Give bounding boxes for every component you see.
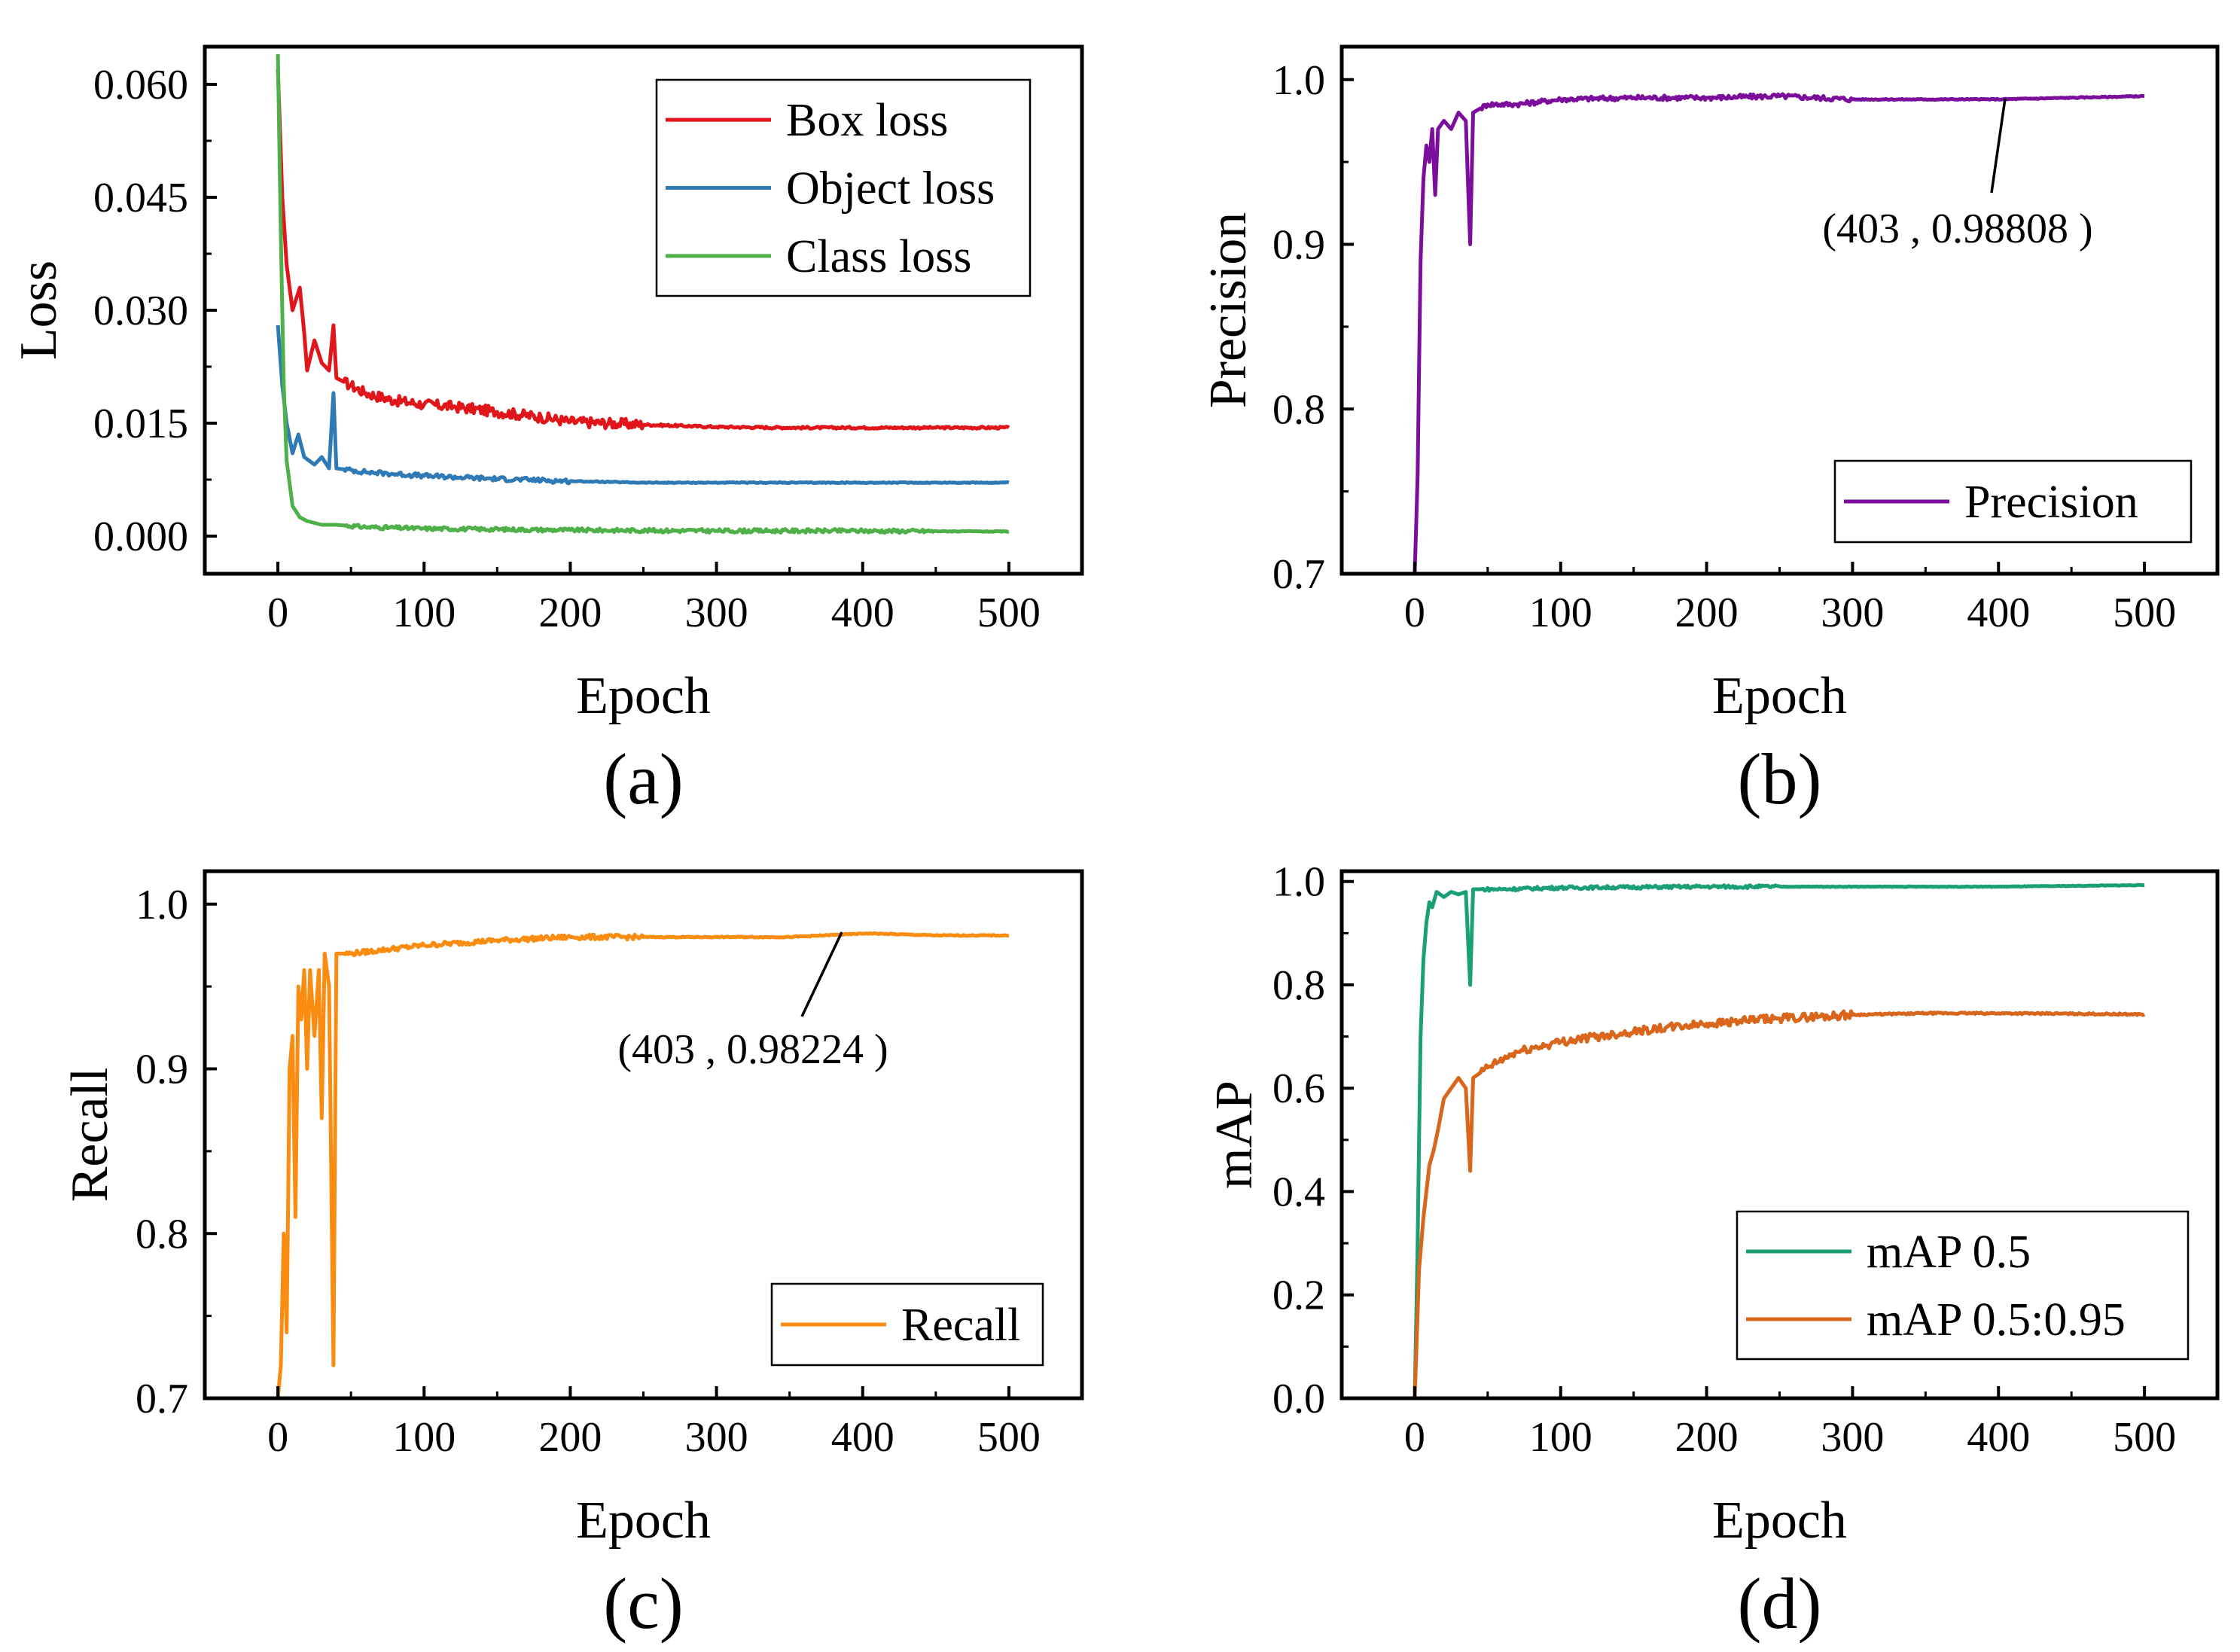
x-tick-label: 300 bbox=[1821, 590, 1884, 636]
y-tick-label: 0.6 bbox=[1272, 1065, 1325, 1112]
series-line-object-loss bbox=[276, 325, 1010, 486]
x-tick-label: 400 bbox=[831, 1414, 894, 1461]
x-tick-label: 300 bbox=[685, 1414, 748, 1461]
annotation-label: (403 , 0.98808 ) bbox=[1822, 206, 2092, 252]
x-tick-label: 0 bbox=[1404, 590, 1425, 636]
series-line-precision bbox=[1413, 92, 2145, 574]
series-line-map-0-5-0-95 bbox=[1413, 1009, 2146, 1398]
series-line-class-loss bbox=[276, 53, 1010, 535]
annotation-label: (403 , 0.98224 ) bbox=[617, 1026, 888, 1073]
x-tick-label: 500 bbox=[2113, 1414, 2176, 1461]
series-line-map-0-5 bbox=[1413, 882, 2145, 1398]
y-tick-label: 0.030 bbox=[93, 288, 188, 334]
y-tick-label: 0.4 bbox=[1272, 1169, 1325, 1215]
legend-label: Recall bbox=[901, 1300, 1020, 1351]
x-tick-label: 400 bbox=[831, 590, 894, 636]
legend-box bbox=[1736, 1210, 2190, 1361]
x-tick-label: 300 bbox=[685, 590, 748, 636]
y-tick-label: 0.8 bbox=[136, 1211, 188, 1257]
legend: Precision bbox=[1833, 459, 2193, 544]
x-tick-label: 200 bbox=[1675, 590, 1739, 636]
annotation-leader bbox=[1990, 98, 2007, 194]
y-axis-title: Precision bbox=[1199, 212, 1257, 409]
y-tick-label: 0.045 bbox=[93, 175, 188, 221]
y-tick-label: 1.0 bbox=[1272, 859, 1325, 906]
y-tick-label: 0.9 bbox=[136, 1047, 188, 1093]
legend-label: Object loss bbox=[786, 163, 995, 215]
panel-c: 0 100 200 300 400 500 0.7 0.8 0.9 1.0 Epoch Recall (… bbox=[61, 869, 1084, 1644]
y-tick-label: 0.9 bbox=[1272, 222, 1325, 269]
x-axis-title: Epoch bbox=[1712, 1492, 1847, 1550]
panel-caption: (d) bbox=[1738, 1563, 1822, 1644]
x-tick-label: 400 bbox=[1967, 1414, 2030, 1461]
legend: Recall bbox=[770, 1282, 1044, 1367]
y-tick-label: 0.8 bbox=[1272, 962, 1325, 1009]
x-tick-label: 400 bbox=[1967, 590, 2030, 636]
series-line-recall bbox=[276, 931, 1010, 1398]
y-tick-label: 0.0 bbox=[1272, 1376, 1325, 1422]
panel-caption: (b) bbox=[1738, 739, 1822, 819]
x-tick-label: 100 bbox=[392, 1414, 456, 1461]
annotation-leader bbox=[800, 931, 843, 1017]
x-tick-label: 500 bbox=[977, 1414, 1041, 1461]
panel-caption: (c) bbox=[603, 1563, 684, 1644]
panel-caption: (a) bbox=[603, 739, 684, 819]
y-axis-title: Loss bbox=[10, 261, 68, 360]
legend-label: Precision bbox=[1964, 477, 2138, 528]
x-tick-label: 200 bbox=[1675, 1414, 1739, 1461]
x-tick-label: 100 bbox=[392, 590, 456, 636]
y-tick-label: 0.7 bbox=[1272, 551, 1325, 598]
y-axis-title: Recall bbox=[61, 1068, 119, 1202]
y-tick-label: 0.015 bbox=[93, 401, 188, 447]
y-tick-label: 0.8 bbox=[1272, 386, 1325, 433]
y-tick-label: 0.2 bbox=[1272, 1273, 1325, 1319]
x-tick-label: 0 bbox=[267, 590, 288, 636]
x-axis-title: Epoch bbox=[576, 667, 711, 725]
y-axis-title: mAP bbox=[1205, 1081, 1263, 1189]
series-line-box-loss bbox=[276, 69, 1010, 431]
x-tick-label: 200 bbox=[538, 1414, 602, 1461]
y-tick-label: 0.000 bbox=[93, 514, 188, 560]
y-tick-label: 0.7 bbox=[136, 1376, 188, 1422]
legend-label: mAP 0.5 bbox=[1867, 1227, 2031, 1278]
panel-a: 0 100 200 300 400 500 0.000 0.015 0.030 0.045 0.06… bbox=[10, 44, 1084, 819]
legend-label: Class loss bbox=[786, 231, 971, 282]
x-axis-title: Epoch bbox=[1712, 667, 1847, 725]
x-axis-title: Epoch bbox=[576, 1492, 711, 1550]
x-tick-label: 100 bbox=[1529, 590, 1592, 636]
x-tick-label: 0 bbox=[267, 1414, 288, 1461]
panel-d: 0 100 200 300 400 500 0.0 0.2 0.4 0.6 0.8 1.0 Epoch m… bbox=[1205, 859, 2220, 1644]
y-tick-label: 0.060 bbox=[93, 62, 188, 108]
y-tick-label: 1.0 bbox=[136, 882, 188, 928]
panel-b: 0 100 200 300 400 500 0.7 0.8 0.9 1.0 Epoch Precisi… bbox=[1199, 44, 2220, 819]
x-tick-label: 500 bbox=[977, 590, 1041, 636]
x-tick-label: 300 bbox=[1821, 1414, 1884, 1461]
legend: Box loss Object loss Class loss bbox=[655, 78, 1032, 297]
legend: mAP 0.5 mAP 0.5:0.95 bbox=[1736, 1210, 2190, 1361]
y-tick-label: 1.0 bbox=[1272, 57, 1325, 104]
legend-label: Box loss bbox=[786, 95, 948, 146]
x-tick-label: 500 bbox=[2113, 590, 2176, 636]
x-tick-label: 200 bbox=[538, 590, 602, 636]
legend-label: mAP 0.5:0.95 bbox=[1867, 1294, 2126, 1346]
x-tick-label: 0 bbox=[1404, 1414, 1425, 1461]
x-tick-label: 100 bbox=[1529, 1414, 1592, 1461]
